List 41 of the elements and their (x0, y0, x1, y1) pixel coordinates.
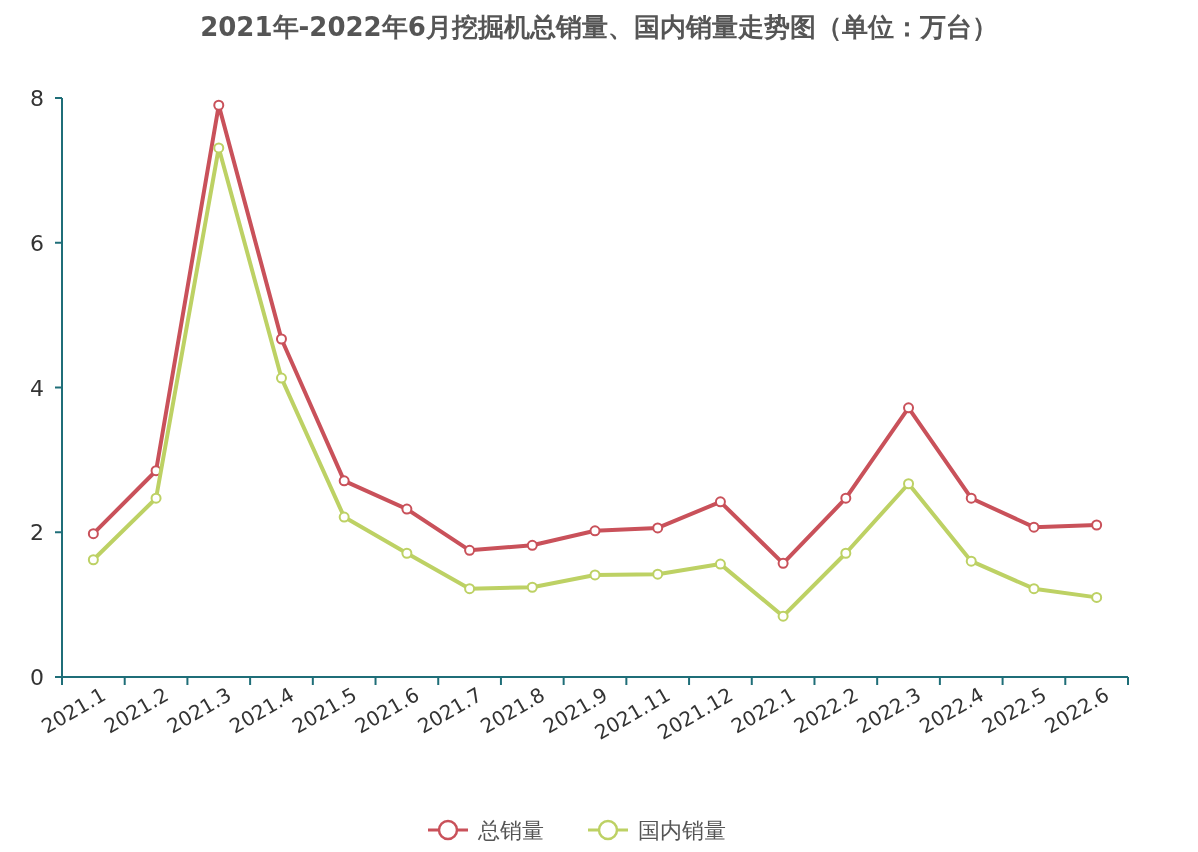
point (464, 544, 476, 556)
point (840, 547, 852, 559)
y-tick-label: 8 (30, 86, 44, 111)
point (903, 478, 915, 490)
point (150, 492, 162, 504)
point (714, 558, 726, 570)
point (965, 555, 977, 567)
point (213, 142, 225, 154)
point (338, 511, 350, 523)
point (338, 475, 350, 487)
point (777, 557, 789, 569)
point (275, 333, 287, 345)
y-tick-label: 2 (30, 520, 44, 546)
y-tick-label: 6 (30, 230, 44, 256)
point (1091, 519, 1103, 531)
y-tick-label: 4 (30, 375, 44, 401)
point (714, 496, 726, 508)
point (401, 547, 413, 559)
legend-label: 总销量 (477, 818, 544, 843)
point (401, 503, 413, 515)
legend-label: 国内销量 (638, 818, 726, 843)
point (652, 522, 664, 534)
point (652, 568, 664, 580)
point (965, 492, 977, 504)
y-tick-label: 0 (30, 665, 44, 690)
point (526, 581, 538, 593)
point (903, 402, 915, 414)
point (275, 372, 287, 384)
point (1028, 583, 1040, 595)
point (87, 528, 99, 540)
point (213, 99, 225, 111)
point (589, 569, 601, 581)
point (1028, 521, 1040, 533)
chart-title: 2021年-2022年6月挖掘机总销量、国内销量走势图（单位：万台） (200, 12, 998, 42)
point (1091, 591, 1103, 603)
point (526, 539, 538, 551)
point (464, 583, 476, 595)
point (840, 492, 852, 504)
point (87, 554, 99, 566)
point (777, 610, 789, 622)
point (589, 525, 601, 537)
